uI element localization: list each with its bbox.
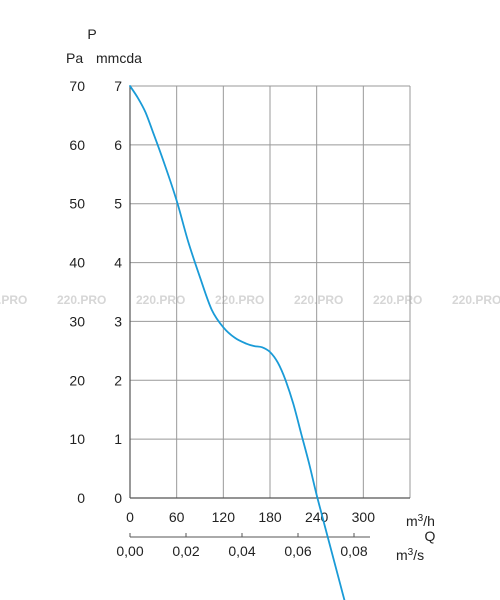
x-top-unit-suffix: /h: [423, 513, 435, 529]
y-right-tick-label: 1: [114, 431, 122, 447]
y-left-tick-label: 0: [77, 490, 85, 506]
x-top-tick-label: 60: [169, 509, 185, 525]
x-bottom-tick-label: 0,08: [340, 543, 367, 559]
x-bottom-tick-label: 0,06: [284, 543, 311, 559]
x-top-tick-label: 0: [126, 509, 134, 525]
watermark-text: 220.PRO: [57, 293, 106, 307]
x-bottom-tick-label: 0,02: [172, 543, 199, 559]
x-top-unit-exp: 3: [418, 513, 424, 524]
y-left-tick-label: 50: [69, 196, 85, 212]
x-top-tick-label: 240: [305, 509, 329, 525]
x-axis-label-q: Q: [425, 528, 436, 544]
x-bottom-unit-base: m: [396, 547, 408, 563]
y-right-tick-label: 5: [114, 196, 122, 212]
y-right-tick-label: 6: [114, 137, 122, 153]
y-right-tick-label: 7: [114, 78, 122, 94]
x-top-tick-label: 300: [352, 509, 376, 525]
y-left-tick-label: 20: [69, 372, 85, 388]
y-right-tick-label: 2: [114, 372, 122, 388]
x-bottom-unit-suffix: /s: [413, 547, 424, 563]
x-bottom-unit-exp: 3: [408, 547, 414, 558]
watermark-group: 220.PRO 220.PRO 220.PRO 220.PRO 220.PRO 220.P…: [0, 293, 500, 307]
x-top-unit-base: m: [406, 513, 418, 529]
x-bottom-unit-label: m3/s: [396, 547, 424, 563]
series-line: [129, 85, 346, 600]
y-right-unit-label: mmcda: [96, 50, 142, 66]
watermark-text: 220.PRO: [452, 293, 500, 307]
y-left-unit-label: Pa: [66, 50, 83, 66]
y-left-tick-label: 70: [69, 78, 85, 94]
x-bottom-tick-label: 0,04: [228, 543, 255, 559]
x-top-unit-label: m3/h: [406, 513, 435, 529]
y-left-tick-label: 60: [69, 137, 85, 153]
x-top-tick-label: 120: [212, 509, 236, 525]
axes: [129, 86, 410, 538]
watermark-text: 220.PRO: [0, 293, 27, 307]
series-group: [129, 85, 346, 600]
grid: [129, 85, 411, 499]
watermark-text: 220.PRO: [294, 293, 343, 307]
y-axis-label-p: P: [87, 26, 96, 42]
y-left-tick-label: 30: [69, 313, 85, 329]
y-left-tick-label: 10: [69, 431, 85, 447]
watermark-text: 220.PRO: [136, 293, 185, 307]
y-left-tick-label: 40: [69, 255, 85, 271]
x-top-tick-label: 180: [258, 509, 282, 525]
watermark-text: 220.PRO: [373, 293, 422, 307]
watermark-text: 220.PRO: [215, 293, 264, 307]
y-right-tick-label: 3: [114, 313, 122, 329]
y-right-tick-label: 0: [114, 490, 122, 506]
y-right-tick-label: 4: [114, 255, 122, 271]
x-bottom-tick-label: 0,00: [116, 543, 143, 559]
